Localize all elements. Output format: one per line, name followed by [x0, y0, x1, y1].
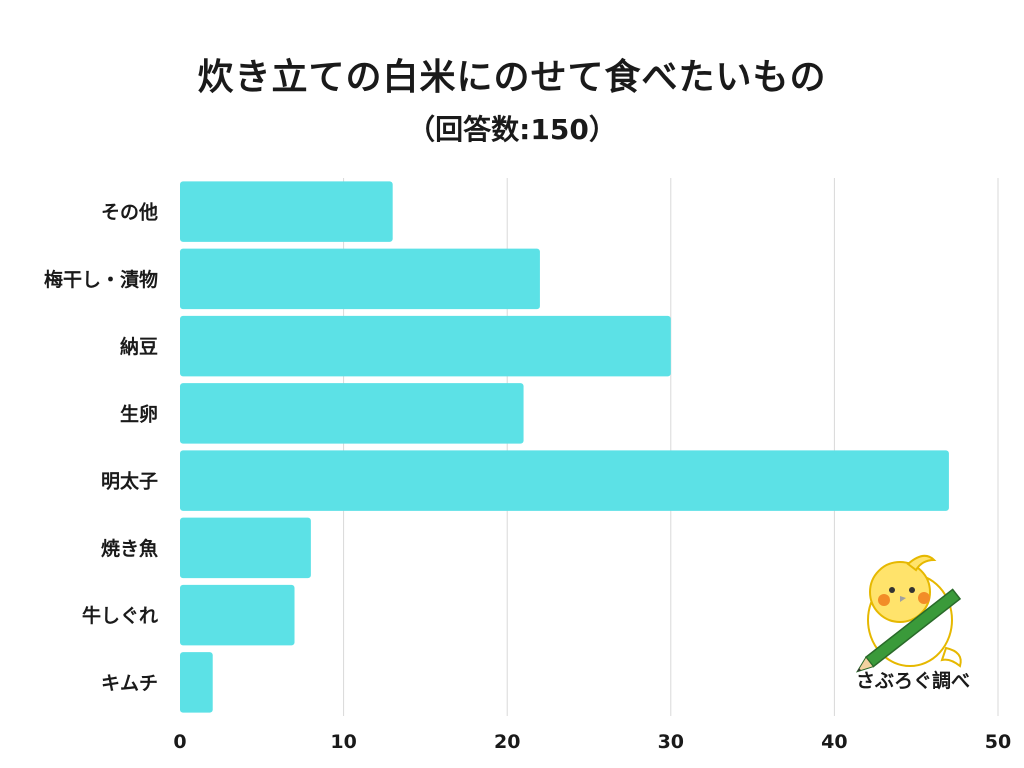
category-label: 納豆: [120, 335, 158, 358]
source-credit: さぶろぐ調べ: [855, 670, 970, 692]
chart-title: 炊き立ての白米にのせて食べたいもの: [197, 57, 827, 98]
chart-subtitle: （回答数:150）: [407, 113, 617, 146]
bar: [180, 450, 949, 511]
bar: [180, 315, 671, 377]
bar: [180, 517, 311, 579]
x-tick-label: 50: [985, 731, 1011, 753]
bar: [180, 248, 540, 310]
x-tick-label: 10: [330, 731, 356, 753]
bar: [180, 652, 213, 713]
category-label: 梅干し・漬物: [44, 268, 158, 291]
x-tick-label: 30: [658, 731, 684, 753]
bar: [180, 181, 393, 242]
x-tick-label: 20: [494, 731, 520, 753]
category-label: 牛しぐれ: [82, 604, 158, 627]
category-label: 焼き魚: [101, 537, 158, 560]
bird-mascot-icon: [855, 554, 962, 673]
bar: [180, 584, 295, 646]
category-label: 明太子: [101, 470, 158, 493]
x-tick-label: 0: [173, 731, 186, 753]
category-label: キムチ: [101, 672, 158, 694]
category-label: 生卵: [120, 402, 158, 425]
x-tick-label: 40: [821, 731, 847, 753]
category-label: その他: [101, 201, 158, 224]
bar: [180, 383, 524, 444]
